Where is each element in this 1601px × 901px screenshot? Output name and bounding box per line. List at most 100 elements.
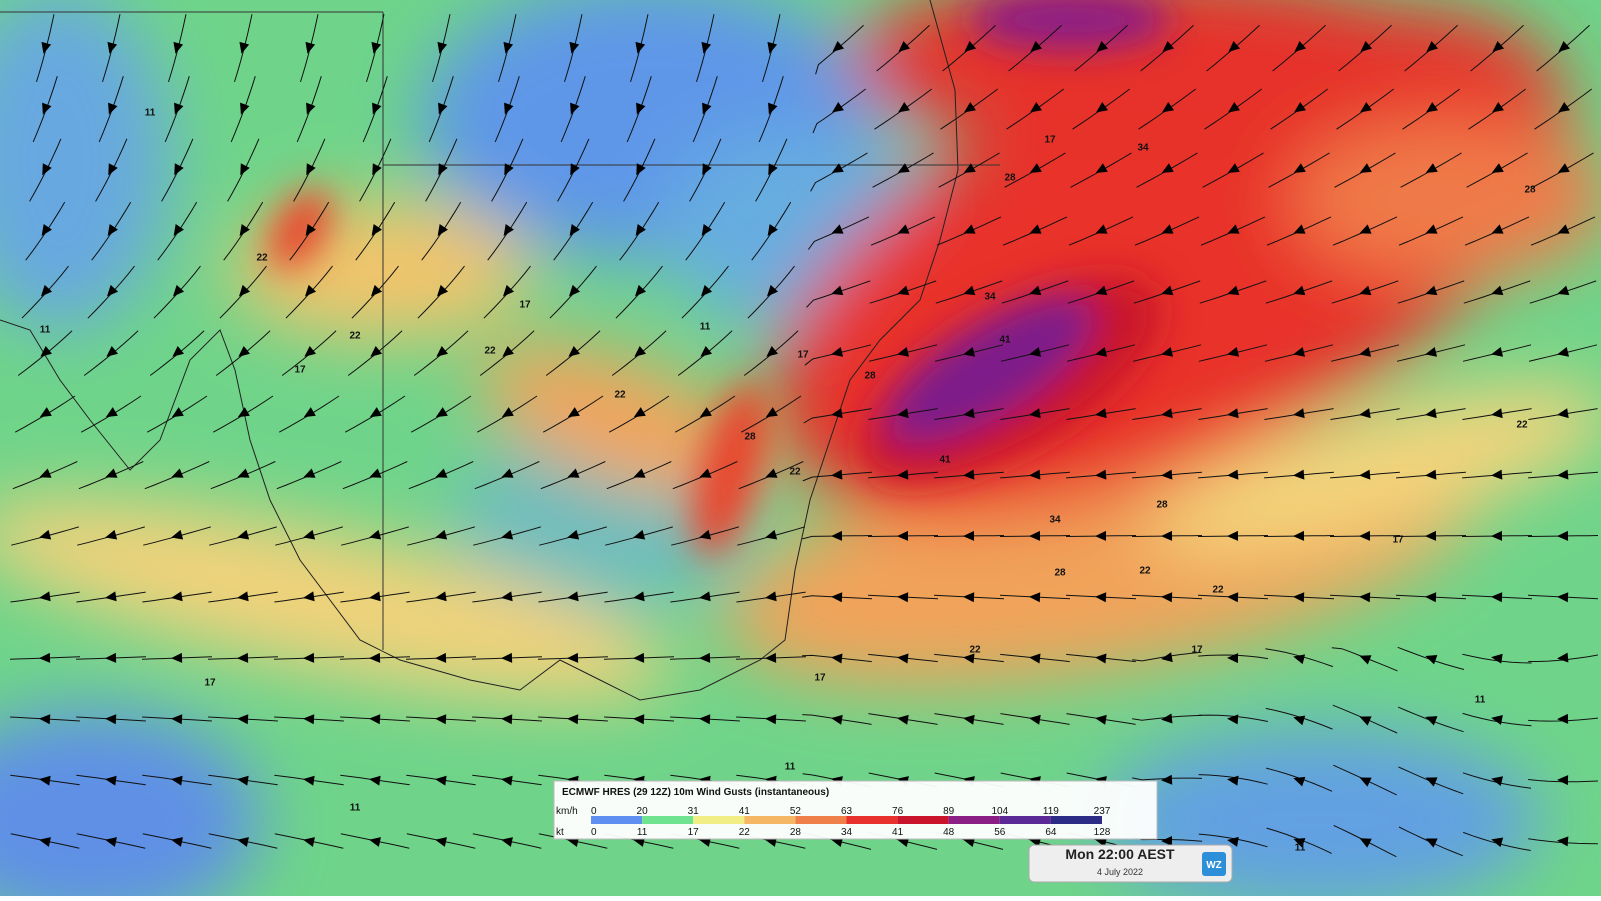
arrow-head xyxy=(633,837,645,847)
arrow-head xyxy=(767,41,778,54)
arrow-head xyxy=(435,407,448,418)
arrow-head xyxy=(1425,408,1437,419)
arrow-head xyxy=(39,407,52,418)
arrow-head xyxy=(369,591,381,602)
arrow-head xyxy=(371,224,382,236)
contour-label: 22 xyxy=(256,253,268,264)
arrow-head xyxy=(303,468,316,478)
arrow-head xyxy=(1491,592,1503,603)
arrow-head xyxy=(1161,346,1174,357)
arrow-head xyxy=(1294,40,1307,52)
arrow-head xyxy=(39,775,51,786)
arrow-head xyxy=(1294,102,1306,113)
arrow-head xyxy=(1359,777,1372,787)
arrow-head xyxy=(701,224,712,236)
arrow-head xyxy=(237,591,249,602)
legend-kt: 48 xyxy=(943,827,955,838)
arrow-head xyxy=(303,775,315,786)
arrow-head xyxy=(303,714,315,725)
contour-label: 28 xyxy=(864,371,876,382)
arrow-head xyxy=(897,163,910,173)
legend-swatch xyxy=(693,816,745,824)
arrow-head xyxy=(1425,285,1438,296)
arrow-head xyxy=(1359,655,1372,665)
contour-label: 22 xyxy=(789,467,801,478)
arrow-head xyxy=(1161,163,1174,173)
arrow-head xyxy=(567,529,580,540)
arrow-head xyxy=(831,592,843,603)
arrow-head xyxy=(633,529,646,540)
arrow-head xyxy=(1029,224,1042,234)
arrow-head xyxy=(634,345,647,357)
arrow-head xyxy=(501,529,514,540)
arrow-head xyxy=(1029,163,1042,173)
arrow-head xyxy=(1491,408,1503,419)
arrow-head xyxy=(239,224,250,236)
contour-label: 11 xyxy=(785,762,796,773)
arrow-head xyxy=(371,41,382,54)
arrow-head xyxy=(502,345,515,357)
arrow-head xyxy=(1425,838,1438,848)
arrow-head xyxy=(765,468,778,478)
arrow-head xyxy=(305,224,316,236)
arrow-head xyxy=(1030,40,1043,52)
arrow-head xyxy=(1557,224,1570,234)
arrow-head xyxy=(831,469,843,480)
arrow-head xyxy=(237,837,249,847)
arrow-head xyxy=(106,345,119,357)
contour-label: 22 xyxy=(484,346,496,357)
legend-kt: 64 xyxy=(1045,827,1057,838)
arrow-head xyxy=(569,224,580,236)
arrow-head xyxy=(504,163,514,176)
arrow-head xyxy=(1425,530,1437,541)
arrow-head xyxy=(172,345,185,357)
contour-label: 22 xyxy=(1516,420,1528,431)
arrow-head xyxy=(1425,654,1438,665)
arrow-head xyxy=(504,102,514,115)
arrow-head xyxy=(1162,40,1175,52)
arrow-head xyxy=(1359,408,1371,419)
legend-swatch xyxy=(948,816,1000,824)
streamline xyxy=(1198,654,1269,660)
arrow-head xyxy=(831,837,844,848)
arrow-head xyxy=(306,163,316,176)
arrow-head xyxy=(238,284,251,297)
arrow-head xyxy=(107,224,118,236)
arrow-head xyxy=(1161,530,1173,541)
arrow-head xyxy=(174,102,184,115)
arrow-head xyxy=(963,346,976,357)
arrow-head xyxy=(1491,530,1503,541)
arrow-head xyxy=(897,714,909,725)
contour-label: 17 xyxy=(1392,535,1404,546)
contour-label: 28 xyxy=(1004,173,1016,184)
contour-label: 17 xyxy=(1191,645,1203,656)
contour-labels: 11 11 17 22 22 22 17 11 17 28 22 28 34 41 41 34 28 22 28 34… xyxy=(40,108,1536,854)
contour-label: 34 xyxy=(984,292,996,303)
arrow-head xyxy=(370,345,383,357)
arrow-head xyxy=(831,285,844,296)
arrow-head xyxy=(1557,530,1569,541)
arrow-head xyxy=(105,468,118,478)
arrow-head xyxy=(1426,102,1438,113)
arrow-head xyxy=(501,714,513,725)
arrow-head xyxy=(1491,469,1503,480)
arrow-head xyxy=(435,714,447,725)
arrow-head xyxy=(702,163,712,176)
contour-label: 11 xyxy=(700,322,711,333)
arrow-head xyxy=(1359,346,1372,357)
arrow-head xyxy=(171,468,184,478)
legend-kmh: 119 xyxy=(1043,806,1059,817)
arrow-head xyxy=(701,41,712,54)
arrow-head xyxy=(633,714,645,725)
arrow-head xyxy=(633,468,646,478)
field-blob xyxy=(230,200,530,340)
arrow-head xyxy=(503,41,514,54)
arrow-head xyxy=(305,41,316,54)
arrow-head xyxy=(1558,40,1571,52)
arrow-head xyxy=(171,714,183,725)
arrow-head xyxy=(570,163,580,176)
arrow-head xyxy=(372,102,382,115)
time-label: Mon 22:00 AEST xyxy=(1065,846,1175,862)
arrow-head xyxy=(831,346,844,357)
arrow-head xyxy=(435,529,448,540)
